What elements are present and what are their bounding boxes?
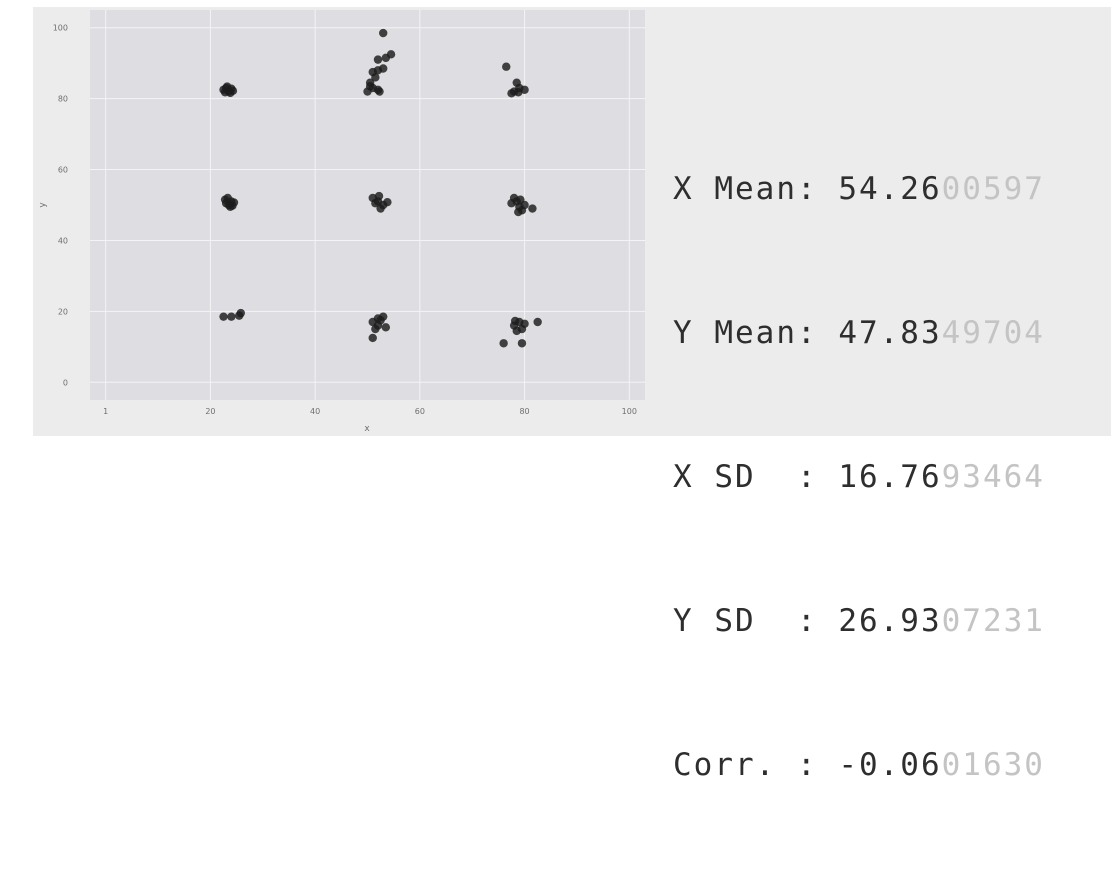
y-tick-label: 60 — [58, 166, 68, 175]
data-points — [219, 28, 542, 348]
data-point — [379, 64, 388, 73]
data-point — [368, 67, 377, 77]
summary-stats: X Mean: 54.2600597 Y Mean: 47.8349704 X … — [673, 69, 1045, 872]
stat-separator: : — [796, 459, 839, 495]
stat-value: 26.93 — [838, 603, 942, 639]
data-point — [365, 82, 375, 91]
data-point — [386, 50, 396, 59]
data-point — [368, 333, 377, 343]
y-axis-label: y — [38, 202, 48, 208]
scatter-chart: 1 20 40 60 80 100 0 20 40 60 80 100 x y — [38, 10, 645, 434]
data-point — [376, 204, 385, 213]
data-point — [379, 28, 388, 38]
x-tick-label: 80 — [519, 407, 529, 416]
stat-x-mean: X Mean: 54.2600597 — [673, 165, 1045, 213]
data-point — [229, 198, 239, 207]
data-point — [236, 308, 245, 318]
stat-label: X SD — [673, 459, 797, 495]
stat-separator: : — [796, 171, 839, 207]
data-point — [520, 85, 529, 94]
x-tick-labels: 1 20 40 60 80 100 — [103, 407, 637, 416]
data-point — [227, 312, 236, 321]
data-point — [514, 88, 523, 97]
data-point — [510, 316, 520, 326]
stat-label: Y Mean — [673, 315, 797, 351]
x-tick-label: 20 — [205, 407, 215, 416]
y-tick-label: 80 — [58, 95, 68, 104]
stat-separator: : — [796, 315, 839, 351]
chart-card: 1 20 40 60 80 100 0 20 40 60 80 100 x y X Mean: 54… — [33, 7, 1111, 783]
data-point — [222, 82, 232, 91]
stat-value-faded-digits: 93464 — [941, 459, 1045, 495]
x-tick-label: 40 — [310, 407, 320, 416]
data-point — [371, 324, 380, 334]
data-point — [375, 87, 384, 96]
data-point — [226, 88, 235, 98]
stat-value-faded-digits: 49704 — [941, 315, 1045, 351]
stat-value-faded-digits: 07231 — [941, 603, 1045, 639]
stat-label: Corr. — [673, 747, 797, 783]
data-point — [371, 199, 380, 208]
stat-y-mean: Y Mean: 47.8349704 — [673, 309, 1045, 357]
y-tick-labels: 0 20 40 60 80 100 — [53, 24, 68, 388]
x-tick-label: 100 — [622, 407, 637, 416]
plot-area — [90, 10, 645, 400]
data-point — [514, 207, 523, 217]
x-tick-label: 1 — [103, 407, 108, 416]
stat-value: 16.76 — [838, 459, 942, 495]
data-point — [507, 89, 516, 98]
data-point — [223, 193, 232, 203]
data-point — [219, 312, 228, 321]
stat-value-faded-digits: 00597 — [941, 171, 1045, 207]
stat-separator: : — [796, 603, 839, 639]
stat-y-sd: Y SD : 26.9307231 — [673, 597, 1045, 645]
data-point — [373, 55, 383, 64]
x-tick-label: 60 — [415, 407, 425, 416]
data-point — [499, 339, 508, 348]
y-tick-label: 0 — [63, 378, 68, 387]
stat-label: X Mean — [673, 171, 797, 207]
data-point — [512, 78, 521, 87]
data-point — [376, 316, 385, 325]
stat-value-faded-digits: 01630 — [941, 747, 1045, 783]
data-point — [517, 339, 527, 348]
stat-label: Y SD — [673, 603, 797, 639]
data-point — [512, 326, 521, 336]
data-point — [381, 323, 391, 332]
data-point — [533, 317, 542, 327]
y-tick-label: 40 — [58, 236, 68, 245]
x-axis-label: x — [364, 424, 370, 434]
data-point — [502, 62, 511, 71]
data-point — [374, 191, 384, 201]
stat-value: 47.83 — [838, 315, 942, 351]
stat-correlation: Corr. : -0.0601630 — [673, 741, 1045, 789]
data-point — [383, 197, 392, 207]
stat-x-sd: X SD : 16.7693464 — [673, 453, 1045, 501]
y-tick-label: 20 — [58, 307, 68, 316]
data-point — [528, 204, 537, 213]
stat-value: -0.06 — [838, 747, 942, 783]
stat-value: 54.26 — [838, 171, 942, 207]
stat-separator: : — [796, 747, 839, 783]
data-point — [516, 195, 525, 204]
y-tick-label: 100 — [53, 24, 68, 33]
